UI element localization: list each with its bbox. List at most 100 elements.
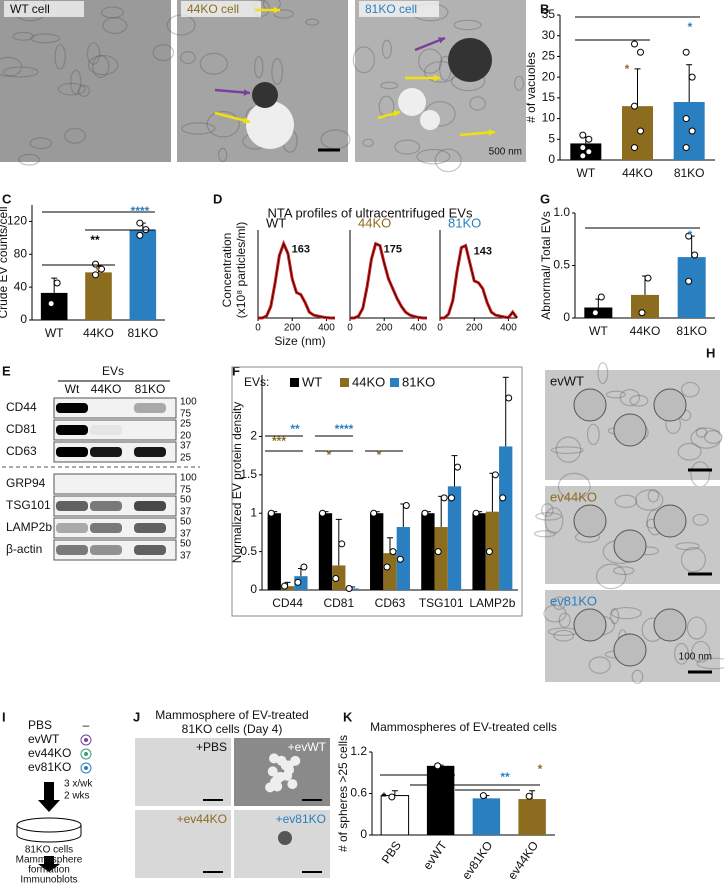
micrograph-label: +PBS: [196, 740, 227, 754]
data-point: [688, 127, 696, 135]
panel-label: C: [2, 191, 12, 206]
texture: [675, 542, 700, 551]
arrow-head: [393, 110, 400, 117]
texture: [394, 139, 421, 155]
readout: formation: [28, 865, 70, 876]
x-tick-label: 81KO: [674, 166, 705, 180]
mw-label: 37: [180, 551, 192, 562]
micrograph-label: ev81KO: [550, 593, 597, 608]
blot-row-label: CD63: [6, 444, 37, 458]
texture: [102, 17, 128, 35]
y-axis-label: # of spheres >25 cells: [336, 735, 350, 852]
micrograph-label: 81KO cell: [365, 2, 417, 16]
micrograph-label: ev44KO: [550, 489, 597, 504]
significance: *: [625, 62, 630, 76]
texture: [92, 55, 110, 78]
bar: [318, 513, 333, 590]
data-point: [585, 148, 593, 156]
x-tick-label: CD44: [272, 596, 303, 610]
texture: [610, 606, 642, 620]
texture: [57, 82, 86, 96]
arrow-head: [243, 117, 250, 124]
bar: [383, 553, 397, 590]
y-tick-label: 5: [548, 131, 555, 145]
texture: [674, 642, 689, 665]
texture: [544, 507, 564, 534]
label-bg: [181, 1, 261, 17]
data-point: [682, 115, 690, 123]
texture: [552, 596, 566, 611]
bar: [421, 513, 435, 590]
significance: **: [90, 233, 100, 247]
legend-label: 44KO: [352, 374, 385, 389]
lane-label: 81KO: [135, 382, 166, 396]
texture: [362, 138, 374, 148]
texture: [558, 612, 571, 628]
step: 3 x/wk: [64, 779, 93, 790]
data-point: [136, 219, 144, 227]
peak-label: 163: [292, 244, 310, 256]
texture: [100, 6, 125, 19]
data-point: [434, 548, 442, 556]
texture: [381, 39, 392, 59]
sphere-cell: [290, 755, 301, 766]
panel-label: E: [2, 363, 11, 378]
texture: [86, 42, 101, 65]
x-tick-label: 400: [318, 323, 335, 334]
band: [90, 545, 122, 555]
band: [134, 403, 166, 413]
data-point: [338, 540, 346, 548]
readout: Immunoblots: [20, 875, 77, 886]
significance: *: [327, 448, 332, 462]
micrograph: [135, 810, 231, 878]
micrograph-label: +ev44KO: [177, 812, 227, 826]
band: [134, 545, 166, 555]
flow-arrow: [38, 782, 60, 812]
bar: [85, 272, 112, 320]
vesicle: [613, 413, 647, 447]
band: [56, 447, 88, 457]
legend-swatch: [390, 378, 399, 387]
data-point: [637, 48, 644, 56]
x-tick-label: 200: [284, 323, 301, 334]
x-tick-label: 81KO: [127, 326, 158, 340]
plot-frame: [231, 366, 523, 617]
significance: ****: [131, 204, 150, 218]
blot-row-label: CD81: [6, 422, 37, 436]
y-tick-label: 35: [542, 7, 556, 21]
texture: [686, 616, 707, 640]
data-point: [688, 73, 696, 81]
significance: *: [377, 448, 382, 462]
peak-label: 143: [474, 246, 492, 258]
band: [56, 523, 88, 533]
texture: [0, 56, 23, 77]
texture: [380, 81, 399, 90]
readout: Mammosphere: [16, 855, 83, 866]
band: [134, 447, 166, 457]
texture: [305, 18, 320, 26]
band: [134, 523, 166, 533]
texture: [690, 427, 722, 449]
micrograph-label: +ev81KO: [276, 812, 326, 826]
panel-label: I: [2, 709, 6, 724]
mw-label: 37: [180, 529, 192, 540]
bar: [370, 513, 384, 590]
data-point: [685, 232, 693, 240]
band: [56, 545, 88, 555]
texture: [273, 9, 294, 19]
data-point: [525, 792, 533, 800]
bar: [518, 799, 546, 835]
y-tick-label: 1.5: [240, 467, 257, 481]
data-point: [585, 135, 593, 143]
mw-label: 20: [180, 431, 192, 442]
blot-row-label: TSG101: [6, 498, 51, 512]
texture: [469, 96, 486, 111]
data-point: [579, 144, 587, 152]
mw-label: 75: [180, 409, 192, 420]
band: [90, 447, 122, 457]
texture: [217, 147, 228, 163]
texture: [453, 19, 482, 31]
lane-label: Wt: [65, 382, 80, 396]
label-bg: [359, 1, 439, 17]
panel-label: G: [540, 191, 550, 206]
